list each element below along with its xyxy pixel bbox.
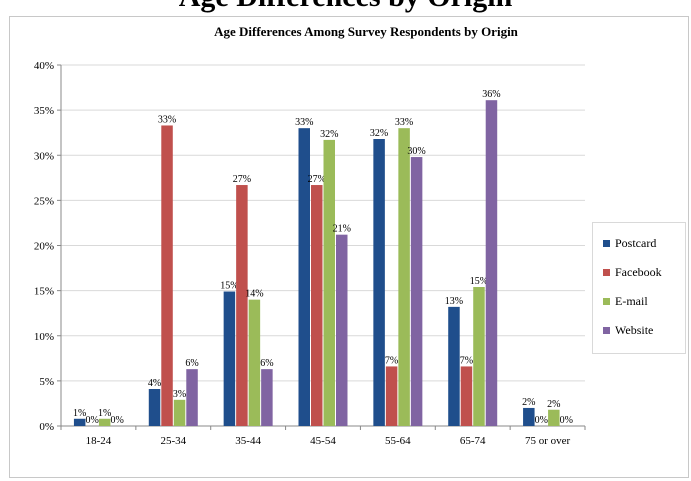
y-tick-label: 35% (34, 105, 54, 117)
data-label: 33% (395, 117, 413, 128)
data-label: 3% (173, 389, 186, 400)
data-label: 32% (370, 128, 388, 139)
legend-swatch-facebook (603, 269, 610, 276)
y-tick-label: 25% (34, 195, 54, 207)
bar-website (186, 369, 198, 426)
bar-facebook (311, 185, 323, 426)
data-label: 7% (460, 355, 473, 366)
y-tick-label: 20% (34, 241, 54, 253)
bar-e-mail (173, 399, 186, 426)
legend-label-postcard: Postcard (615, 236, 657, 250)
y-tick-label: 15% (34, 286, 54, 298)
bar-postcard (523, 407, 535, 426)
bar-facebook (161, 125, 173, 426)
data-label: 30% (407, 146, 425, 157)
bar-e-mail (398, 128, 410, 427)
bar-e-mail (248, 299, 261, 426)
page-heading: Age Differences by Origin (0, 0, 691, 14)
y-tick-label: 0% (39, 421, 54, 433)
chart-frame (9, 16, 689, 478)
bar-e-mail (323, 139, 335, 426)
data-label: 6% (260, 358, 273, 369)
x-tick-label: 18-24 (86, 435, 112, 447)
legend: Postcard Facebook E-mail Website (592, 222, 686, 354)
legend-swatch-website (603, 327, 610, 334)
data-label: 1% (73, 408, 86, 419)
x-tick-label: 35-44 (235, 435, 261, 447)
data-label: 32% (320, 129, 338, 140)
data-label: 0% (560, 415, 573, 426)
data-label: 0% (111, 415, 124, 426)
bar-website (485, 100, 498, 426)
bar-facebook (385, 366, 398, 426)
legend-swatch-postcard (603, 240, 610, 247)
x-tick-label: 55-64 (385, 435, 411, 447)
y-tick-label: 30% (34, 150, 54, 162)
data-label: 2% (547, 399, 560, 410)
x-tick-label: 45-54 (310, 435, 336, 447)
legend-item-facebook: Facebook (603, 258, 685, 287)
legend-item-email: E-mail (603, 287, 685, 316)
data-label: 33% (295, 117, 313, 128)
x-tick-label: 75 or over (525, 435, 571, 447)
data-label: 1% (98, 408, 111, 419)
legend-item-website: Website (603, 316, 685, 345)
legend-swatch-email (603, 298, 610, 305)
data-label: 14% (245, 289, 263, 300)
data-label: 27% (308, 174, 326, 185)
data-label: 13% (445, 296, 463, 307)
bar-website (410, 157, 423, 426)
x-tick-label: 25-34 (160, 435, 186, 447)
legend-label-email: E-mail (615, 294, 648, 308)
bar-e-mail (473, 287, 485, 426)
data-label: 15% (470, 276, 488, 287)
data-label: 4% (148, 378, 161, 389)
bar-postcard (223, 291, 236, 426)
x-tick-label: 65-74 (460, 435, 486, 447)
bar-facebook (460, 366, 473, 426)
data-label: 0% (86, 415, 99, 426)
data-label: 6% (185, 358, 198, 369)
bar-postcard (73, 418, 86, 426)
bar-postcard (448, 306, 460, 426)
bar-e-mail (548, 409, 560, 426)
data-label: 27% (233, 174, 251, 185)
legend-item-postcard: Postcard (603, 229, 685, 258)
data-label: 36% (482, 89, 500, 100)
bar-website (261, 369, 273, 426)
y-tick-label: 5% (39, 376, 54, 388)
chart-title: Age Differences Among Survey Respondents… (214, 24, 518, 39)
data-label: 21% (333, 224, 351, 235)
legend-label-facebook: Facebook (615, 265, 662, 279)
y-tick-label: 10% (34, 331, 54, 343)
data-label: 15% (220, 281, 238, 292)
legend-label-website: Website (615, 323, 654, 337)
data-label: 2% (522, 397, 535, 408)
bar-facebook (236, 185, 248, 426)
bar-postcard (373, 139, 385, 426)
data-label: 33% (158, 114, 176, 125)
bar-postcard (148, 388, 161, 426)
data-label: 0% (535, 415, 548, 426)
bar-e-mail (98, 418, 111, 426)
bar-postcard (298, 128, 310, 427)
data-label: 7% (385, 355, 398, 366)
y-tick-label: 40% (34, 60, 54, 72)
bar-website (336, 234, 348, 426)
